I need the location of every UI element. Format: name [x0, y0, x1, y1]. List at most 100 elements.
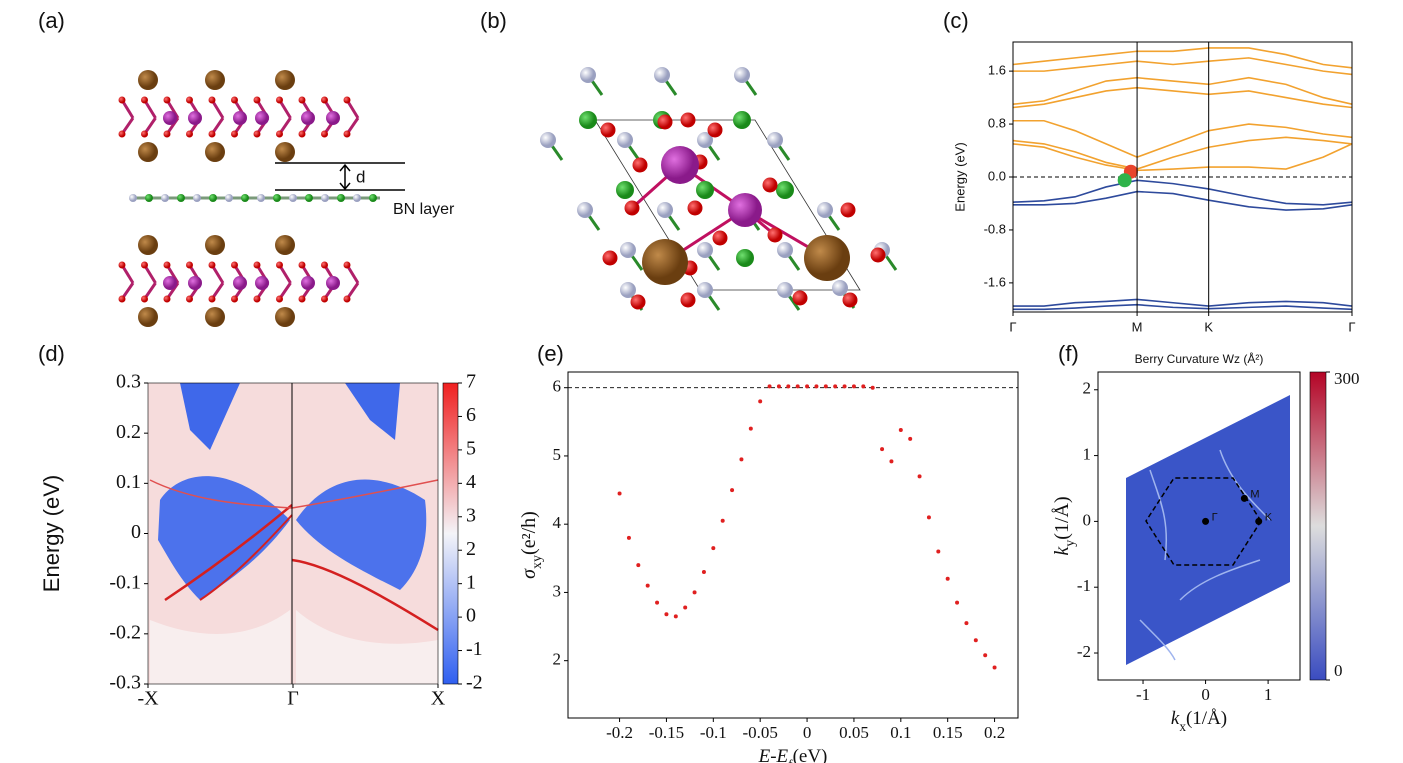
atom [163, 96, 171, 104]
atom [145, 194, 153, 202]
atom [579, 111, 597, 129]
x-tick-label: -0.05 [742, 723, 777, 742]
atom [600, 122, 616, 138]
atom [255, 111, 269, 125]
y-tick-label: 1.6 [988, 63, 1006, 78]
atom [697, 132, 713, 148]
x-tick-label: 0.15 [933, 723, 963, 742]
label-text: E-E [758, 746, 789, 763]
band-line [1013, 119, 1353, 159]
panel-label: (f) [1058, 341, 1079, 366]
atom [301, 111, 315, 125]
atom [253, 130, 261, 138]
data-point [673, 614, 678, 619]
x-tick-label: 0.2 [984, 723, 1005, 742]
x-tick-label: -0.2 [606, 723, 633, 742]
x-tick-label: 0.05 [839, 723, 869, 742]
atom [832, 280, 848, 296]
band-line [1012, 47, 1353, 69]
x-tick-label: -0.15 [649, 723, 684, 742]
atom [205, 307, 225, 327]
x-tick-label: 0 [1201, 685, 1210, 704]
x-tick-label: 1 [1264, 685, 1273, 704]
data-point [636, 563, 641, 568]
atom [617, 132, 633, 148]
atom [141, 96, 148, 104]
label-unit: (1/Å) [1186, 708, 1227, 729]
data-point [795, 384, 800, 389]
top-view-structure [540, 67, 898, 311]
atom [298, 295, 306, 303]
axis-label: E-Ef(eV) [758, 746, 828, 763]
bond [345, 264, 360, 284]
atom [205, 70, 225, 90]
data-point [814, 384, 819, 389]
x-tick-label: K [1204, 319, 1213, 334]
atom [343, 295, 351, 303]
atom [804, 235, 850, 281]
atom [118, 295, 126, 303]
data-point [645, 583, 650, 588]
colorbar [442, 382, 459, 685]
atom [734, 67, 750, 83]
atom [777, 282, 793, 298]
layer-label: BN layer [393, 201, 455, 218]
atom [696, 181, 714, 199]
panel-label: (a) [38, 8, 65, 33]
atom [253, 295, 261, 303]
layered-structure [118, 70, 380, 327]
atom [257, 194, 265, 202]
atom [193, 194, 201, 202]
atom [630, 294, 646, 310]
data-point [805, 384, 810, 389]
data-point [955, 600, 960, 605]
atom [762, 177, 778, 193]
colorbar-label: -1 [466, 638, 483, 660]
x-tick-label: -X [137, 688, 159, 710]
atom [138, 235, 158, 255]
bond [143, 264, 157, 284]
label-sub: f [788, 757, 793, 763]
data-point [936, 549, 941, 554]
atom [205, 235, 225, 255]
atom [118, 130, 126, 138]
y-tick-label: -1 [1077, 576, 1091, 595]
data-point [711, 546, 716, 551]
atom [138, 70, 158, 90]
label-unit: (e²/h) [518, 511, 540, 555]
atom [255, 276, 269, 290]
y-tick-label: -0.1 [109, 571, 141, 593]
data-point [964, 621, 969, 626]
atom [186, 295, 193, 303]
atom [253, 261, 261, 269]
atom [275, 235, 295, 255]
axis-label: σxy(e²/h) [518, 511, 545, 579]
atom [580, 67, 596, 83]
data-point [880, 447, 885, 452]
atom [792, 290, 808, 306]
y-tick-label: 0.8 [988, 115, 1006, 130]
y-tick-label: 0.0 [988, 168, 1006, 183]
colorbar-label: 3 [466, 504, 476, 526]
point-label: K [1265, 511, 1273, 523]
data-point [767, 384, 772, 389]
data-point [739, 457, 744, 462]
data-point [617, 491, 622, 496]
y-tick-label: 0.1 [116, 471, 141, 493]
atom [276, 261, 283, 269]
data-point [851, 384, 856, 389]
atom [141, 261, 148, 269]
atom [733, 111, 751, 129]
atom [840, 202, 856, 218]
atom [712, 230, 728, 246]
point-label: M [1250, 488, 1259, 500]
atom [275, 142, 295, 162]
atom [118, 261, 126, 269]
point-label: Γ [1212, 511, 1218, 523]
atom [728, 193, 762, 227]
colorbar [1309, 371, 1327, 681]
data-point [823, 384, 828, 389]
atom [540, 132, 556, 148]
atom [163, 261, 171, 269]
y-tick-label: 6 [553, 377, 562, 396]
